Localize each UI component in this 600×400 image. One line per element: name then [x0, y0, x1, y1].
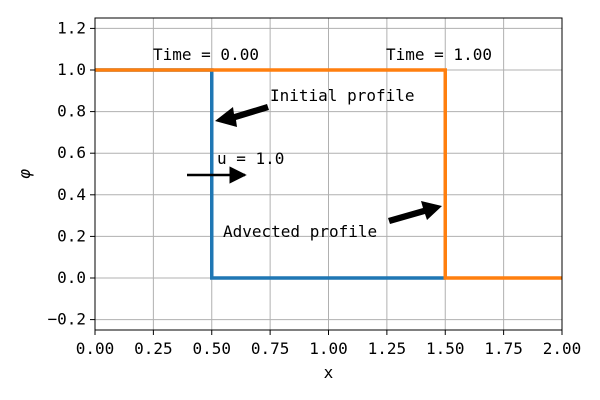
initial-profile-label: Initial profile [270, 86, 415, 105]
x-tick-label: 1.25 [368, 339, 407, 358]
initial-profile-arrow [215, 104, 269, 127]
series-line-advected [95, 68, 562, 280]
y-tick-label: −0.2 [47, 310, 86, 329]
x-axis-label: x [324, 363, 334, 382]
x-tick-label: 0.75 [251, 339, 290, 358]
x-tick-label: 0.00 [76, 339, 115, 358]
time-initial-label: Time = 0.00 [153, 45, 259, 64]
time-final-label: Time = 1.00 [386, 45, 492, 64]
advected-profile-arrow [388, 201, 442, 224]
y-tick-label: 0.6 [57, 143, 86, 162]
x-tick-label: 1.75 [484, 339, 523, 358]
x-tick-label: 0.25 [134, 339, 173, 358]
y-tick-label: 0.8 [57, 102, 86, 121]
y-tick-label: 0.2 [57, 226, 86, 245]
y-axis-label: φ [15, 169, 34, 179]
y-tick-label: 1.0 [57, 60, 86, 79]
y-tick-label: 0.4 [57, 185, 86, 204]
grid [94, 18, 563, 330]
x-tick-label: 1.00 [309, 339, 348, 358]
ticks: 0.00 0.25 0.50 0.75 1.00 1.25 1.50 1.75 2.00 −0.2… [47, 18, 581, 358]
advected-profile-label: Advected profile [223, 222, 377, 241]
y-tick-label: 0.0 [57, 268, 86, 287]
y-tick-label: 1.2 [57, 18, 86, 37]
x-tick-label: 2.00 [543, 339, 582, 358]
velocity-label: u = 1.0 [217, 149, 284, 168]
x-tick-label: 0.50 [192, 339, 231, 358]
x-tick-label: 1.50 [426, 339, 465, 358]
